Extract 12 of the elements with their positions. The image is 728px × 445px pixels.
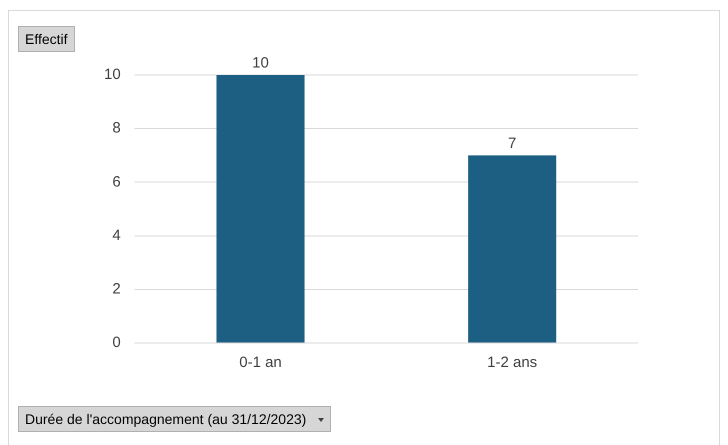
x-tick-label: 1-2 ans: [487, 354, 538, 372]
x-tick-label: 0-1 an: [239, 354, 282, 372]
y-tick-label: 0: [112, 334, 121, 352]
y-tick-label: 2: [112, 280, 121, 298]
y-tick-label: 10: [104, 66, 121, 84]
y-tick-label: 6: [112, 173, 121, 190]
data-label: 7: [508, 135, 516, 152]
data-label: 10: [252, 54, 269, 72]
y-tick-label: 8: [112, 120, 121, 137]
x-axis-title: Durée de l'accompagnement (au 31/12/2023): [25, 411, 306, 427]
y-tick-label: 4: [112, 226, 121, 244]
y-axis-title: Effectif: [18, 26, 75, 52]
